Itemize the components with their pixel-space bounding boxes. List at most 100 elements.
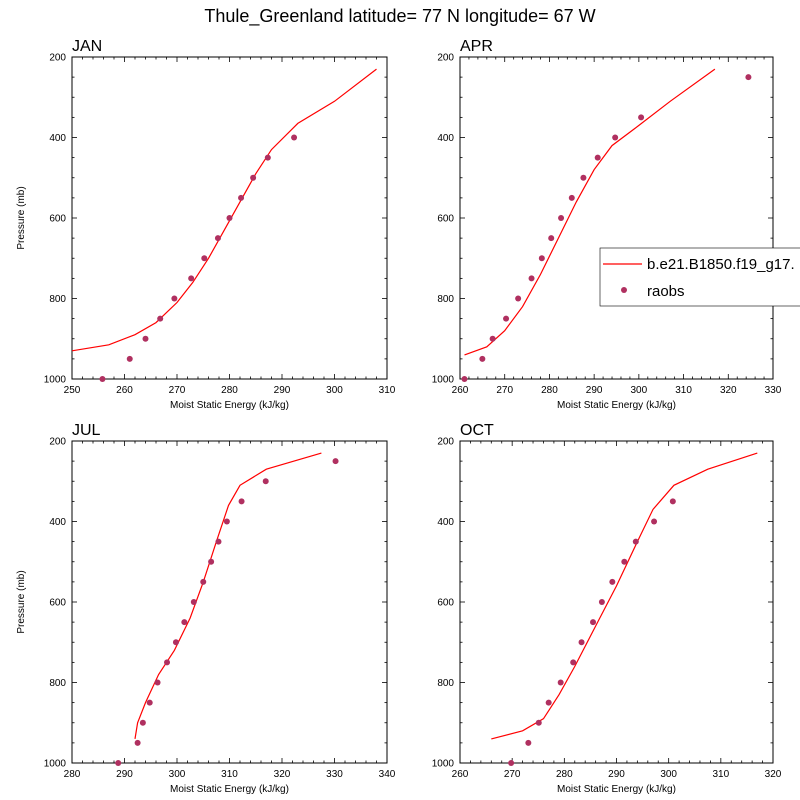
x-tick-label-jul: 340 (379, 769, 396, 780)
y-tick-label-jul: 800 (49, 678, 66, 689)
legend-obs-marker (621, 287, 627, 293)
obs-point-jul (238, 498, 245, 505)
model-line-apr (464, 68, 716, 356)
obs-point-jul (262, 478, 269, 485)
x-axis-label-apr: Moist Static Energy (kJ/kg) (557, 400, 676, 411)
x-axis-label-oct: Moist Static Energy (kJ/kg) (557, 784, 676, 795)
obs-point-jan (99, 376, 106, 382)
obs-point-oct (570, 659, 577, 666)
y-tick-label-oct: 400 (437, 517, 454, 528)
y-tick-label-apr: 400 (437, 133, 454, 144)
obs-point-jul (154, 679, 161, 686)
obs-point-apr (489, 335, 496, 342)
obs-point-apr (612, 134, 619, 141)
panel-apr: APR 260 270 280 290 300 310 320 330 200 400 600 800 1… (432, 38, 782, 411)
y-tick-label-jul: 400 (49, 517, 66, 528)
obs-point-oct (508, 760, 515, 766)
obs-point-jan (142, 335, 149, 342)
obs-point-jul (215, 538, 222, 545)
panel-title-apr: APR (460, 38, 493, 55)
legend-obs-label: raobs (647, 283, 685, 300)
x-tick-label-apr: 320 (720, 385, 737, 396)
x-tick-label-apr: 260 (452, 385, 469, 396)
obs-point-apr (538, 255, 545, 262)
obs-point-jan (126, 355, 133, 362)
obs-point-jul (146, 699, 153, 706)
plot-frame-apr (459, 56, 774, 380)
obs-point-oct (621, 558, 628, 565)
obs-point-jan (264, 154, 271, 161)
obs-point-jul (172, 639, 179, 646)
obs-point-oct (525, 739, 532, 746)
y-tick-label-apr: 200 (437, 53, 454, 64)
y-tick-label-oct: 1000 (432, 759, 455, 770)
obs-point-jul (115, 760, 122, 766)
obs-point-apr (548, 235, 555, 242)
obs-point-apr (479, 355, 486, 362)
x-tick-label-jan: 310 (379, 385, 396, 396)
obs-point-jul (134, 739, 141, 746)
obs-point-apr (558, 215, 565, 221)
obs-point-oct (557, 679, 564, 686)
x-tick-label-jul: 310 (221, 769, 238, 780)
obs-point-jan (171, 295, 178, 302)
x-tick-label-oct: 260 (452, 769, 469, 780)
x-tick-label-jan: 290 (274, 385, 291, 396)
obs-point-oct (598, 599, 605, 605)
y-tick-label-apr: 600 (437, 214, 454, 225)
figure-title: Thule_Greenland latitude= 77 N longitude… (204, 6, 595, 27)
legend-box (599, 247, 800, 307)
x-axis-label-jul: Moist Static Energy (kJ/kg) (170, 784, 289, 795)
obs-point-jul (181, 619, 188, 626)
obs-point-apr (528, 275, 535, 282)
legend: b.e21.B1850.f19_g17. raobs (599, 247, 800, 307)
model-line-jul (134, 452, 322, 739)
x-tick-label-apr: 280 (541, 385, 558, 396)
y-tick-label-jul: 600 (49, 598, 66, 609)
y-tick-label-oct: 600 (437, 598, 454, 609)
y-tick-label-oct: 200 (437, 437, 454, 448)
obs-point-jul (139, 719, 146, 726)
panel-jul: JUL 280 290 300 310 320 330 340 200 400 600 800 1000… (16, 422, 396, 795)
x-tick-label-apr: 270 (496, 385, 513, 396)
obs-point-oct (632, 538, 639, 545)
obs-point-jul (208, 558, 215, 565)
x-tick-label-oct: 310 (712, 769, 729, 780)
obs-point-apr (503, 315, 510, 322)
x-tick-label-apr: 330 (765, 385, 782, 396)
model-line-oct (491, 452, 758, 740)
obs-point-jan (214, 235, 221, 242)
obs-point-jan (226, 215, 233, 221)
obs-point-jan (238, 194, 245, 201)
x-tick-label-oct: 270 (504, 769, 521, 780)
y-axis-label-jan: Pressure (mb) (16, 186, 27, 249)
obs-point-apr (568, 194, 575, 201)
x-tick-label-oct: 290 (608, 769, 625, 780)
x-tick-label-jan: 300 (326, 385, 343, 396)
y-tick-label-jul: 200 (49, 437, 66, 448)
obs-point-apr (515, 295, 522, 302)
obs-point-oct (669, 498, 676, 505)
obs-point-jul (223, 518, 230, 525)
x-tick-label-jul: 280 (64, 769, 81, 780)
legend-model-label: b.e21.B1850.f19_g17. (647, 256, 795, 273)
x-tick-label-apr: 310 (675, 385, 692, 396)
x-tick-label-apr: 290 (586, 385, 603, 396)
y-tick-label-oct: 800 (437, 678, 454, 689)
x-tick-label-jan: 270 (169, 385, 186, 396)
obs-point-oct (609, 578, 616, 585)
y-axis-label-jul: Pressure (mb) (16, 570, 27, 633)
x-axis-label-jan: Moist Static Energy (kJ/kg) (170, 400, 289, 411)
panels: JAN 250 260 270 280 290 300 310 200 400 600 800 1000… (16, 38, 782, 795)
y-tick-label-jul: 1000 (44, 759, 67, 770)
y-tick-label-jan: 400 (49, 133, 66, 144)
panel-jan: JAN 250 260 270 280 290 300 310 200 400 600 800 1000… (16, 38, 396, 411)
obs-point-oct (578, 639, 585, 646)
x-tick-label-jan: 250 (64, 385, 81, 396)
obs-point-jan (188, 275, 195, 282)
obs-point-apr (580, 174, 587, 181)
obs-point-oct (590, 619, 597, 626)
obs-point-jul (332, 458, 339, 465)
x-tick-label-oct: 280 (556, 769, 573, 780)
